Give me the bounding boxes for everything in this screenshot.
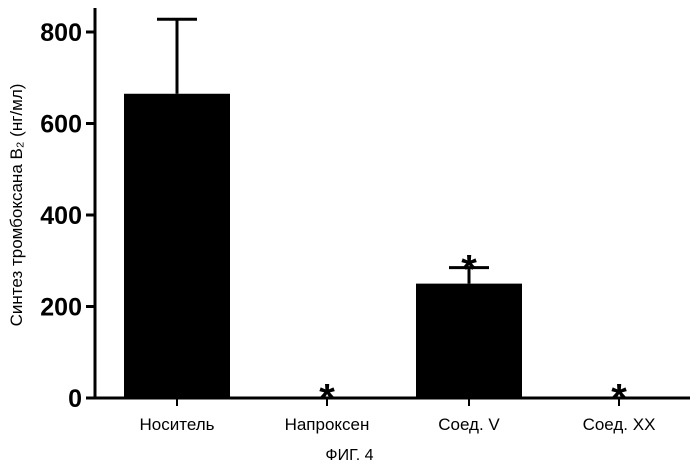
y-tick-label: 0 (68, 385, 82, 413)
significance-markers: * * * (319, 248, 627, 421)
bars (124, 93, 672, 398)
y-axis (86, 8, 97, 400)
y-tick-label: 800 (40, 19, 82, 47)
bar-3 (416, 283, 522, 398)
x-axis (95, 396, 690, 406)
y-axis-label: Синтез тромбоксана B₂ (нг/мл) (7, 84, 26, 327)
bar-1 (124, 93, 230, 398)
y-tick-labels: 0 200 400 600 800 (40, 19, 82, 413)
y-tick-label: 200 (40, 294, 82, 322)
y-tick-label: 600 (40, 111, 82, 139)
x-tick-label: Соед. XX (583, 415, 656, 434)
x-tick-label: Напроксен (285, 415, 370, 434)
significance-asterisk: * (319, 377, 335, 421)
bar-4 (566, 396, 672, 398)
significance-asterisk: * (461, 248, 477, 292)
error-bars (157, 17, 489, 284)
significance-asterisk: * (611, 377, 627, 421)
bar-2 (274, 396, 380, 398)
figure-caption: ФИГ. 4 (325, 447, 374, 464)
x-tick-label: Носитель (140, 415, 215, 434)
x-tick-labels: Носитель Напроксен Соед. V Соед. XX (140, 415, 656, 434)
x-tick-label: Соед. V (438, 415, 500, 434)
y-tick-label: 400 (40, 202, 82, 230)
